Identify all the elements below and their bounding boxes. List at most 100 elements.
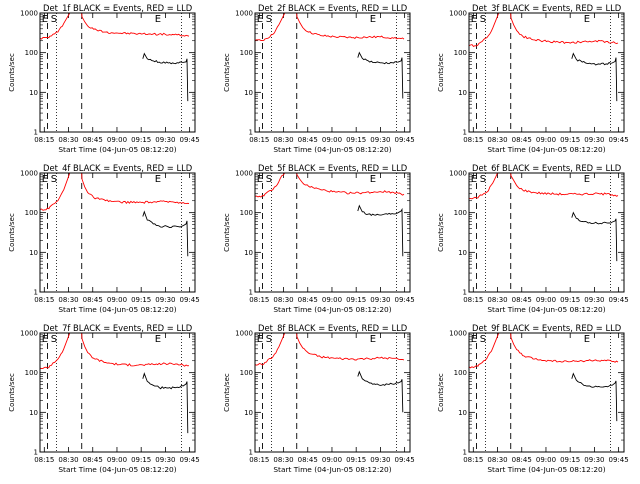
x-tick-label: 08:15 [34, 456, 54, 464]
x-axis-label: Start Time (04-Jun-05 08:12:20) [487, 465, 605, 474]
plot-frame [39, 12, 196, 133]
y-tick-label: 1000 [235, 10, 253, 18]
marker-label: S [51, 14, 57, 25]
chart-panel-5: Det_5f BLACK = Events, RED = LLD Counts/s… [223, 163, 415, 314]
chart-title: Det_3f BLACK = Events, RED = LLD [472, 3, 621, 13]
chart-title: Det_4f BLACK = Events, RED = LLD [43, 163, 192, 173]
x-tick-label: 08:15 [463, 296, 483, 304]
x-axis-label: Start Time (04-Jun-05 08:12:20) [273, 145, 391, 154]
y-tick-label: 10 [458, 89, 467, 97]
marker-label: E [584, 174, 590, 185]
x-tick-label: 09:45 [180, 296, 200, 304]
y-tick-label: 100 [454, 209, 467, 217]
x-tick-label: 09:15 [131, 136, 151, 144]
x-tick-label: 08:15 [249, 136, 269, 144]
marker-label: E [257, 174, 263, 185]
y-tick-label: 100 [240, 49, 253, 57]
y-tick-label: 1000 [235, 170, 253, 178]
marker-label: E [471, 334, 477, 345]
chart-panel-6: Det_6f BLACK = Events, RED = LLD Counts/s… [437, 163, 629, 314]
chart-panel-4: Det_4f BLACK = Events, RED = LLD Counts/s… [8, 163, 200, 314]
y-tick-label: 1 [463, 129, 467, 137]
marker-label: E [155, 14, 161, 25]
x-axis-label: Start Time (04-Jun-05 08:12:20) [58, 465, 176, 474]
y-tick-label: 10 [244, 89, 253, 97]
marker-label: E [257, 334, 263, 345]
plot-frame [254, 172, 411, 293]
y-tick-label: 1 [34, 289, 38, 297]
x-tick-label: 08:45 [83, 136, 103, 144]
x-tick-label: 09:00 [322, 296, 342, 304]
x-tick-label: 08:30 [487, 136, 507, 144]
x-axis-label: Start Time (04-Jun-05 08:12:20) [273, 305, 391, 314]
x-tick-label: 09:45 [395, 136, 415, 144]
x-tick-label: 09:30 [584, 296, 604, 304]
y-axis-label: Counts/sec [437, 373, 445, 412]
x-tick-label: 09:15 [346, 136, 366, 144]
marker-label: S [266, 334, 272, 345]
x-tick-label: 09:15 [560, 296, 580, 304]
y-tick-label: 100 [454, 49, 467, 57]
y-axis-label: Counts/sec [8, 373, 16, 412]
series-line [571, 52, 618, 102]
x-tick-label: 08:15 [249, 456, 269, 464]
chart-title: Det_5f BLACK = Events, RED = LLD [258, 163, 407, 173]
y-axis-label: Counts/sec [223, 373, 231, 412]
x-tick-label: 09:15 [131, 456, 151, 464]
marker-label: E [42, 174, 48, 185]
y-tick-label: 10 [458, 249, 467, 257]
series-line [40, 173, 190, 211]
marker-label: S [266, 174, 272, 185]
marker-label: E [42, 334, 48, 345]
x-tick-label: 09:30 [155, 136, 175, 144]
y-tick-label: 1 [249, 289, 253, 297]
plot-frame [468, 332, 625, 453]
x-tick-label: 09:45 [180, 136, 200, 144]
x-tick-label: 08:45 [512, 456, 532, 464]
x-tick-label: 09:00 [536, 296, 556, 304]
y-tick-label: 10 [29, 89, 38, 97]
plot-frame [254, 12, 411, 133]
x-tick-label: 09:45 [609, 296, 629, 304]
marker-label: E [584, 14, 590, 25]
series-line [469, 333, 619, 369]
y-tick-label: 1000 [20, 330, 38, 338]
series-line [357, 370, 404, 413]
x-tick-label: 09:00 [322, 136, 342, 144]
series-line [40, 333, 190, 369]
x-tick-label: 09:45 [609, 136, 629, 144]
x-tick-label: 08:15 [463, 456, 483, 464]
marker-label: E [155, 174, 161, 185]
series-line [357, 204, 404, 257]
x-tick-label: 09:15 [346, 296, 366, 304]
series-line [40, 13, 190, 40]
x-tick-label: 09:30 [155, 456, 175, 464]
marker-label: E [471, 174, 477, 185]
series-line [571, 372, 618, 422]
x-tick-label: 08:15 [34, 296, 54, 304]
y-tick-label: 10 [29, 249, 38, 257]
plot-frame [39, 172, 196, 293]
x-tick-label: 09:00 [107, 136, 127, 144]
chart-title: Det_8f BLACK = Events, RED = LLD [258, 323, 407, 333]
x-axis-label: Start Time (04-Jun-05 08:12:20) [487, 305, 605, 314]
plot-frame [468, 172, 625, 293]
x-tick-label: 08:45 [83, 456, 103, 464]
series-line [142, 52, 189, 102]
x-tick-label: 08:30 [273, 456, 293, 464]
marker-label: S [51, 334, 57, 345]
x-tick-label: 08:45 [298, 136, 318, 144]
series-line [255, 173, 405, 198]
series-line [469, 173, 619, 200]
y-tick-label: 1000 [235, 330, 253, 338]
marker-label: S [480, 174, 486, 185]
x-tick-label: 08:15 [249, 296, 269, 304]
y-tick-label: 1000 [449, 330, 467, 338]
y-tick-label: 10 [29, 409, 38, 417]
x-tick-label: 08:30 [487, 456, 507, 464]
x-tick-label: 08:15 [463, 136, 483, 144]
y-tick-label: 1 [249, 449, 253, 457]
y-tick-label: 100 [25, 369, 38, 377]
